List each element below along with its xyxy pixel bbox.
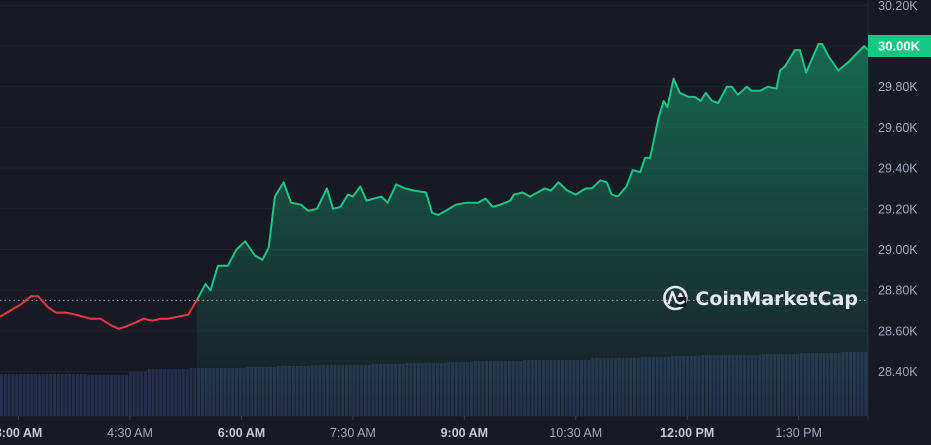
y-tick-label: 29.40K — [878, 162, 918, 176]
price-line-down — [0, 295, 197, 330]
volume-bar — [155, 369, 159, 416]
volume-bar — [117, 375, 121, 416]
current-price-label: 30.00K — [878, 39, 921, 54]
volume-bar — [64, 374, 68, 416]
volume-bar — [178, 369, 182, 416]
y-tick-label: 30.20K — [878, 0, 918, 13]
volume-bar — [68, 374, 72, 416]
volume-bar — [72, 374, 76, 416]
volume-bar — [94, 375, 98, 416]
volume-bar — [151, 369, 155, 416]
volume-bar — [125, 375, 129, 416]
x-tick-label: 3:00 AM — [0, 426, 42, 440]
volume-bar — [90, 375, 94, 416]
x-axis: 3:00 AM 4:30 AM 6:00 AM 7:30 AM 9:00 AM 10:30… — [0, 416, 822, 440]
x-tick-label: 12:00 PM — [660, 426, 714, 440]
coinmarketcap-logo-icon — [663, 285, 688, 311]
x-tick-label: 6:00 AM — [218, 426, 265, 440]
volume-bar — [136, 372, 140, 416]
volume-bar — [159, 369, 163, 416]
volume-bar — [26, 374, 30, 416]
volume-bar — [45, 374, 49, 416]
volume-bar — [147, 369, 151, 416]
price-line-up — [196, 43, 869, 303]
volume-bar — [109, 375, 113, 416]
coinmarketcap-logo: CoinMarketCap — [663, 285, 858, 311]
volume-bar — [56, 374, 60, 416]
volume-bar — [121, 375, 125, 416]
volume-bar — [193, 368, 197, 416]
volume-bar — [41, 374, 45, 416]
volume-bar — [162, 369, 166, 416]
volume-bar — [132, 372, 136, 416]
x-tick-label: 1:30 PM — [775, 426, 822, 440]
coinmarketcap-wordmark: CoinMarketCap — [695, 288, 858, 310]
volume-bar — [37, 374, 41, 416]
volume-bar — [7, 374, 11, 416]
x-tick-label: 9:00 AM — [441, 426, 488, 440]
volume-bar — [113, 375, 117, 416]
volume-bar — [144, 372, 148, 416]
volume-bar — [0, 374, 3, 416]
y-tick-label: 29.20K — [878, 202, 918, 216]
volume-bar — [189, 368, 193, 416]
volume-bar — [15, 374, 19, 416]
y-tick-label: 28.60K — [878, 324, 918, 338]
price-area-fill — [196, 44, 868, 416]
y-tick-label: 29.00K — [878, 243, 918, 257]
volume-bar — [170, 369, 174, 416]
volume-bar — [128, 372, 132, 416]
volume-bar — [75, 374, 79, 416]
volume-bar — [102, 375, 106, 416]
volume-bar — [166, 369, 170, 416]
volume-bar — [106, 375, 110, 416]
volume-bar — [181, 369, 185, 416]
volume-bar — [22, 374, 26, 416]
y-tick-label: 29.80K — [878, 80, 918, 94]
y-tick-label: 28.80K — [878, 284, 918, 298]
x-tick-label: 4:30 AM — [107, 426, 153, 440]
volume-bar — [79, 374, 83, 416]
volume-bar — [30, 374, 34, 416]
volume-bar — [49, 374, 53, 416]
volume-bar — [98, 375, 102, 416]
volume-bar — [18, 374, 22, 416]
volume-bar — [11, 374, 15, 416]
volume-bar — [83, 374, 87, 416]
y-tick-label: 28.40K — [878, 365, 918, 379]
volume-bar — [140, 372, 144, 416]
x-tick-label: 10:30 AM — [549, 426, 602, 440]
x-tick-label: 7:30 AM — [330, 426, 376, 440]
volume-bar — [34, 374, 38, 416]
current-price-badge: 30.00K — [868, 35, 931, 57]
volume-bar — [60, 374, 64, 416]
volume-bar — [87, 375, 91, 416]
volume-bar — [3, 374, 7, 416]
volume-bar — [185, 369, 189, 416]
volume-bar — [174, 369, 178, 416]
y-tick-label: 29.60K — [878, 121, 918, 135]
y-axis: 30.20K 29.80K 29.60K 29.40K 29.20K 29.00K 28.8… — [878, 0, 918, 379]
volume-bar — [53, 374, 57, 416]
